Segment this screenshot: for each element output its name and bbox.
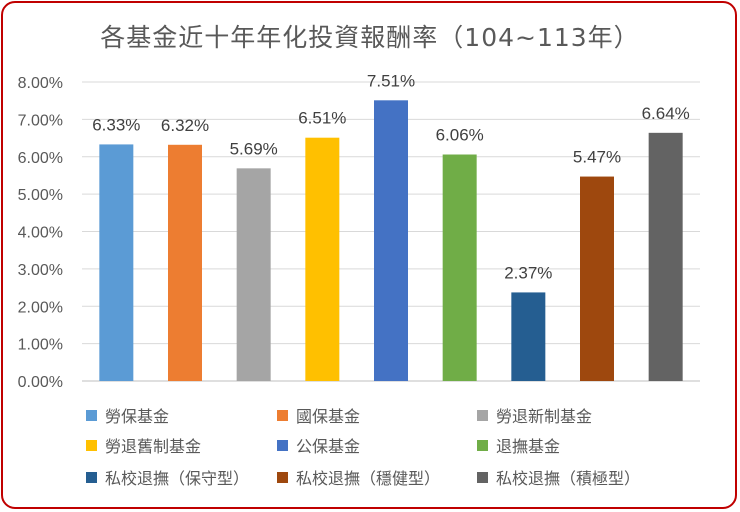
- legend-item: 勞退新制基金: [477, 403, 592, 427]
- legend-label: 私校退撫（保守型）: [105, 469, 250, 488]
- chart-title: 各基金近十年年化投資報酬率（104~113年）: [100, 23, 640, 52]
- bar: [305, 137, 340, 381]
- legend-item: 私校退撫（穩健型）: [277, 465, 440, 489]
- legend-item: 私校退撫（積極型）: [477, 465, 640, 489]
- data-label: 5.47%: [573, 148, 621, 167]
- y-tick-label: 5.00%: [18, 187, 63, 204]
- legend-swatch: [277, 439, 288, 451]
- legend-label: 私校退撫（積極型）: [496, 469, 641, 488]
- data-label: 6.33%: [92, 115, 140, 134]
- legend-swatch: [277, 409, 288, 421]
- legend-item: 退撫基金: [477, 433, 560, 457]
- data-label: 6.32%: [161, 116, 209, 135]
- data-label: 7.51%: [367, 71, 415, 90]
- bar: [442, 154, 477, 381]
- bar: [374, 100, 408, 381]
- bar: [168, 144, 202, 381]
- bar: [511, 292, 546, 381]
- y-tick-label: 7.00%: [18, 112, 63, 129]
- data-label: 6.64%: [642, 104, 690, 123]
- bar: [99, 144, 134, 381]
- legend-item: 私校退撫（保守型）: [86, 465, 249, 489]
- data-label: 6.06%: [436, 126, 484, 145]
- bar: [648, 132, 683, 381]
- data-label: 6.51%: [298, 109, 346, 128]
- legend-label: 私校退撫（穩健型）: [296, 469, 441, 488]
- bar: [236, 168, 271, 381]
- data-label: 2.37%: [504, 263, 552, 282]
- legend-label: 國保基金: [296, 407, 361, 426]
- legend-item: 公保基金: [277, 433, 360, 457]
- bar: [580, 176, 614, 381]
- legend-swatch: [477, 439, 488, 451]
- legend-swatch: [86, 439, 97, 451]
- y-tick-label: 8.00%: [18, 75, 63, 92]
- legend-label: 勞退舊制基金: [105, 437, 202, 456]
- legend-swatch: [477, 471, 488, 483]
- legend-swatch: [86, 409, 97, 421]
- data-label: 5.69%: [230, 139, 278, 158]
- y-tick-label: 2.00%: [18, 299, 63, 316]
- legend-label: 退撫基金: [496, 437, 561, 456]
- legend-swatch: [477, 409, 488, 421]
- y-tick-label: 0.00%: [18, 374, 63, 391]
- legend-label: 勞退新制基金: [496, 407, 593, 426]
- y-tick-label: 6.00%: [18, 150, 63, 167]
- y-tick-label: 3.00%: [18, 262, 63, 279]
- legend-label: 公保基金: [296, 437, 361, 456]
- legend-item: 國保基金: [277, 403, 360, 427]
- legend-item: 勞退舊制基金: [86, 433, 201, 457]
- legend-swatch: [86, 471, 97, 483]
- legend-swatch: [277, 471, 288, 483]
- y-tick-label: 1.00%: [18, 337, 63, 354]
- legend-item: 勞保基金: [86, 403, 169, 427]
- y-tick-label: 4.00%: [18, 225, 63, 242]
- legend-label: 勞保基金: [105, 407, 170, 426]
